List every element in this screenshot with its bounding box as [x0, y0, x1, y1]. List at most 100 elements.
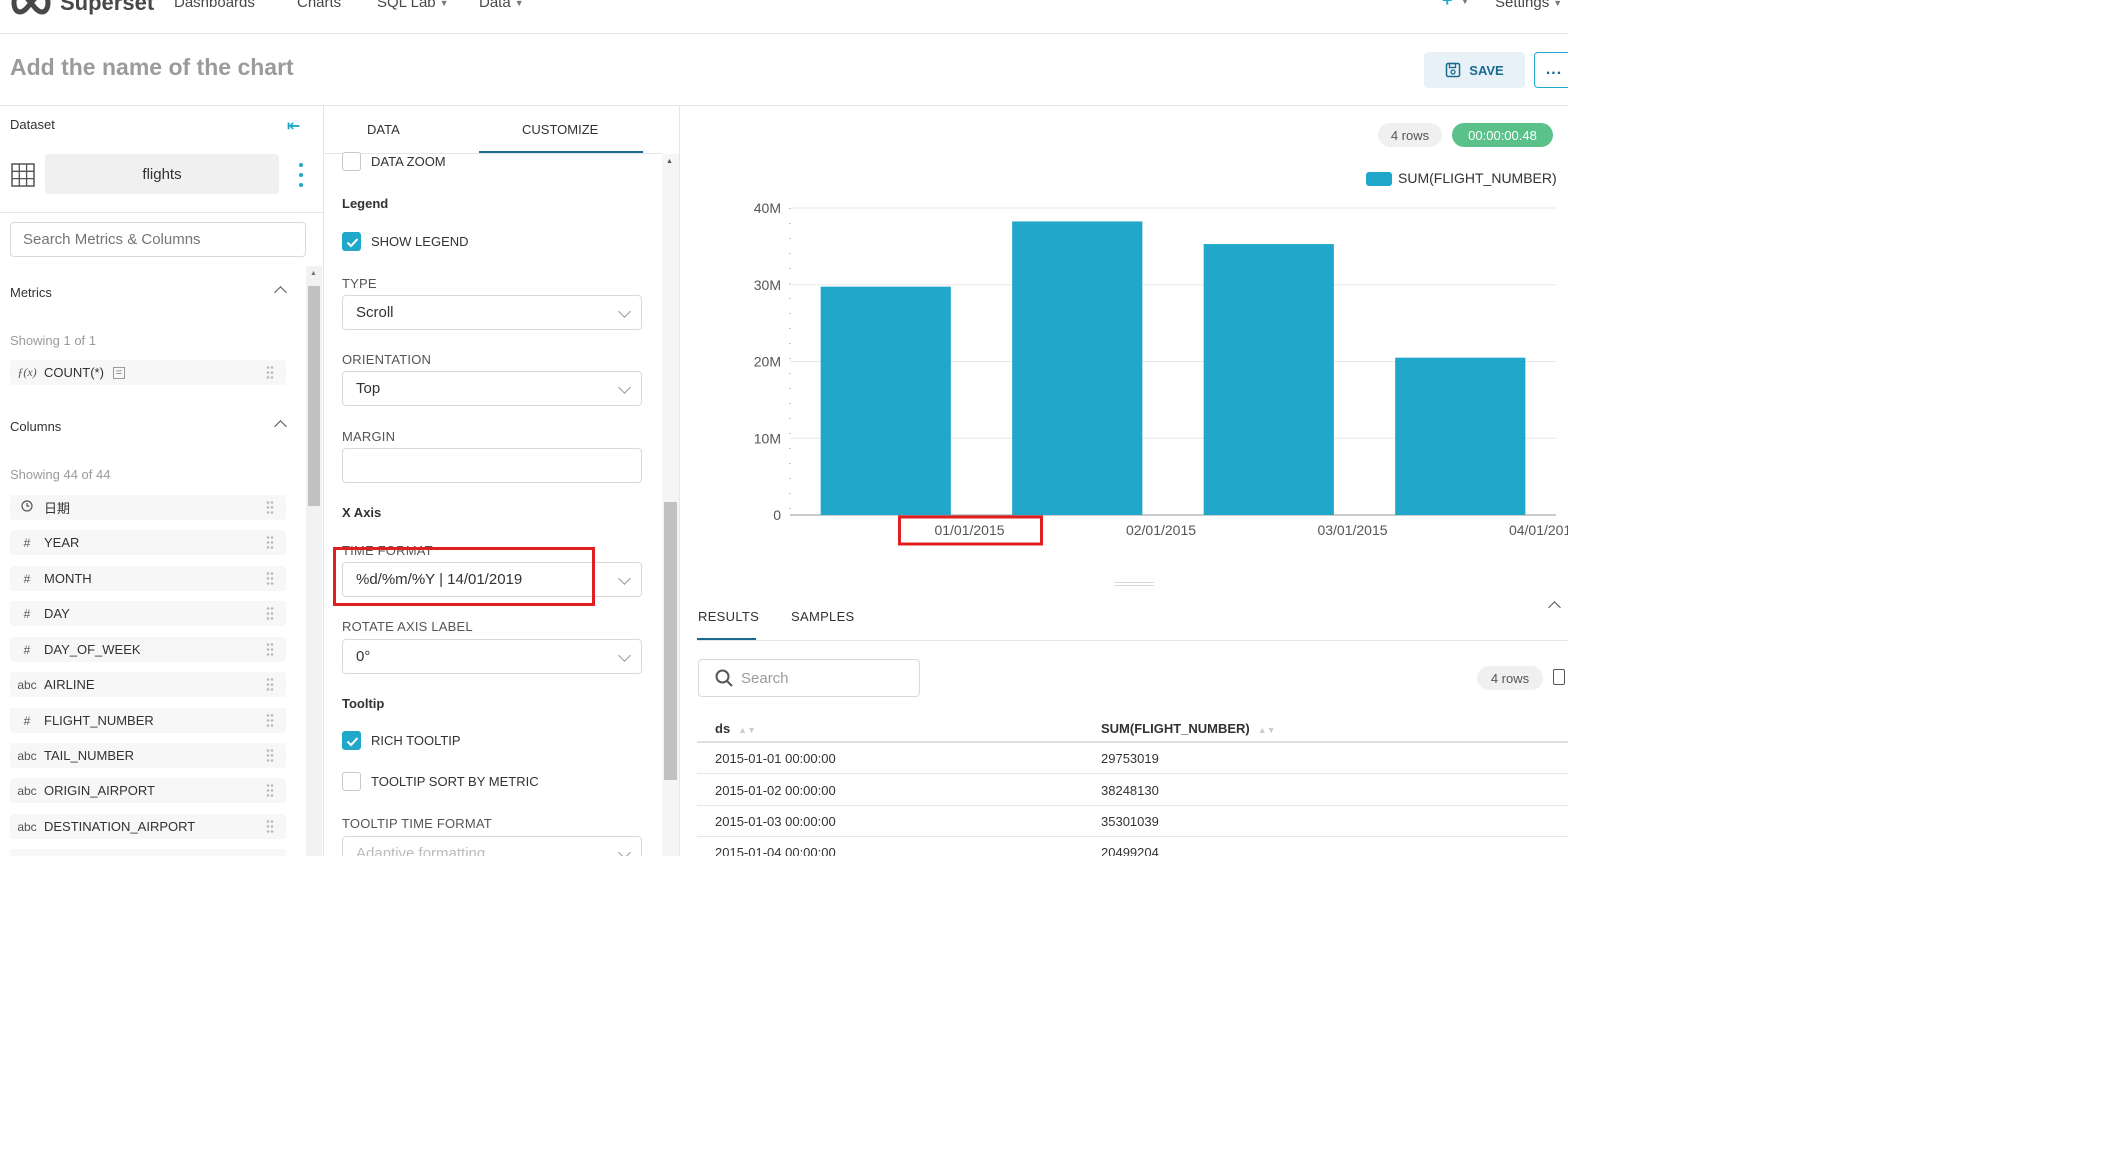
string-type-icon: abc [17, 748, 37, 763]
metric-item[interactable]: ƒ(x) COUNT(*) = [10, 360, 286, 385]
x-tick-label: 01/01/2015 [934, 522, 1004, 538]
show-legend-checkbox[interactable]: SHOW LEGEND [342, 232, 469, 251]
metrics-section-title[interactable]: Metrics [10, 285, 52, 300]
chevron-up-icon[interactable] [274, 420, 287, 433]
drag-handle-icon[interactable] [266, 535, 274, 549]
tab-customize[interactable]: CUSTOMIZE [522, 122, 599, 137]
chevron-down-icon [618, 846, 631, 856]
plus-icon[interactable]: + ▼ [1442, 0, 1469, 11]
column-item-partial[interactable] [10, 849, 286, 856]
checkbox-label: TOOLTIP SORT BY METRIC [371, 774, 539, 789]
drag-handle-icon[interactable] [266, 571, 274, 585]
column-name: FLIGHT_NUMBER [44, 713, 154, 728]
column-item[interactable]: # YEAR [10, 530, 286, 555]
tooltip-time-format-select[interactable]: Adaptive formatting [342, 836, 642, 856]
dataset-name[interactable]: flights [45, 154, 279, 194]
tab-data[interactable]: DATA [367, 122, 400, 137]
time-format-label: TIME FORMAT [342, 543, 433, 558]
column-item[interactable]: abc ORIGIN_AIRPORT [10, 778, 286, 803]
legend-type-select[interactable]: Scroll [342, 295, 642, 330]
tab-results[interactable]: RESULTS [698, 609, 760, 624]
column-item[interactable]: abc TAIL_NUMBER [10, 743, 286, 768]
column-item[interactable]: # DAY [10, 601, 286, 626]
tabs-divider [697, 640, 1568, 641]
nav-data[interactable]: Data ▼ [479, 0, 524, 11]
drag-handle-icon[interactable] [266, 713, 274, 727]
save-button[interactable]: SAVE [1424, 52, 1525, 88]
nav-charts[interactable]: Charts [297, 0, 342, 11]
tab-samples[interactable]: SAMPLES [791, 609, 855, 624]
column-item[interactable]: abc AIRLINE [10, 672, 286, 697]
scroll-up-icon[interactable]: ▲ [310, 270, 317, 277]
column-header-ds[interactable]: ds ▲▼ [715, 721, 756, 736]
column-header-sum[interactable]: SUM(FLIGHT_NUMBER) ▲▼ [1101, 721, 1276, 736]
checkbox[interactable] [342, 152, 361, 171]
orientation-label: ORIENTATION [342, 352, 432, 367]
chevron-down-icon [618, 305, 631, 318]
drag-handle-icon[interactable] [266, 748, 274, 762]
chevron-up-icon[interactable] [1548, 601, 1561, 614]
numeric-type-icon: # [23, 642, 31, 657]
column-name: ORIGIN_AIRPORT [44, 783, 156, 798]
margin-input[interactable] [342, 448, 642, 483]
dataset-menu-icon[interactable] [293, 163, 309, 187]
tooltip-sort-checkbox[interactable]: TOOLTIP SORT BY METRIC [342, 772, 539, 791]
column-item[interactable]: # FLIGHT_NUMBER [10, 708, 286, 733]
drag-handle-icon[interactable] [266, 819, 274, 833]
bar [1012, 221, 1143, 515]
drag-handle-icon[interactable] [266, 642, 274, 656]
results-row-count: 4 rows [1477, 666, 1543, 690]
column-name: DAY_OF_WEEK [44, 642, 141, 657]
more-options-button[interactable]: ... [1534, 52, 1568, 88]
scrollbar-thumb[interactable] [308, 286, 320, 506]
checkbox[interactable] [342, 772, 361, 791]
drag-handle-icon[interactable] [266, 783, 274, 797]
nav-sql-lab[interactable]: SQL Lab ▼ [377, 0, 449, 11]
drag-handle-icon[interactable] [266, 500, 274, 514]
drag-handle-icon[interactable] [266, 677, 274, 691]
y-tick-label: 20M [754, 354, 781, 370]
nav-dashboards[interactable]: Dashboards [174, 0, 255, 11]
copy-icon[interactable] [1553, 669, 1565, 685]
string-type-icon: abc [17, 783, 37, 798]
scrollbar-thumb[interactable] [664, 502, 677, 780]
drag-handle-icon[interactable] [266, 606, 274, 620]
active-tab-indicator [697, 638, 756, 640]
nav-settings[interactable]: Settings ▼ [1495, 0, 1562, 11]
bar [1395, 357, 1526, 515]
column-name: DAY [44, 606, 70, 621]
collapse-panel-icon[interactable]: ⇤ [287, 118, 301, 135]
drag-handle-icon[interactable] [266, 365, 274, 379]
rotate-axis-select[interactable]: 0° [342, 639, 642, 674]
checkbox-checked[interactable] [342, 232, 361, 251]
resize-handle[interactable] [1114, 582, 1154, 586]
checkbox-checked[interactable] [342, 731, 361, 750]
chevron-up-icon[interactable] [274, 286, 287, 299]
query-timer-badge: 00:00:00.48 [1452, 123, 1553, 147]
time-format-select[interactable]: %d/%m/%Y | 14/01/2019 [342, 562, 642, 597]
rotate-axis-label: ROTATE AXIS LABEL [342, 619, 473, 634]
top-navbar: Superset Dashboards Charts SQL Lab ▼ Data… [0, 0, 1568, 34]
scrollbar-track[interactable]: ▲ [306, 266, 322, 856]
orientation-select[interactable]: Top [342, 371, 642, 406]
legend-section-title: Legend [342, 196, 389, 211]
column-item[interactable]: abc DESTINATION_AIRPORT [10, 814, 286, 839]
row-count-badge: 4 rows [1378, 123, 1442, 147]
sort-icon[interactable]: ▲▼ [1257, 725, 1276, 735]
divider [0, 212, 323, 213]
data-zoom-checkbox[interactable]: DATA ZOOM [342, 152, 446, 171]
results-search-input[interactable]: Search [698, 659, 920, 697]
scroll-up-icon[interactable]: ▲ [666, 158, 673, 165]
search-metrics-columns-input[interactable] [10, 222, 306, 257]
scrollbar-track[interactable]: ▲ [662, 154, 679, 856]
column-item[interactable]: 日期 [10, 495, 286, 520]
chevron-down-icon [618, 381, 631, 394]
column-item[interactable]: # MONTH [10, 566, 286, 591]
sort-icon[interactable]: ▲▼ [738, 725, 756, 735]
chart-title-input[interactable]: Add the name of the chart [10, 54, 294, 80]
metric-name: COUNT(*) [44, 365, 104, 380]
columns-section-title[interactable]: Columns [10, 419, 62, 434]
rich-tooltip-checkbox[interactable]: RICH TOOLTIP [342, 731, 461, 750]
column-item[interactable]: # DAY_OF_WEEK [10, 637, 286, 662]
brand-logo[interactable]: Superset [8, 0, 154, 18]
